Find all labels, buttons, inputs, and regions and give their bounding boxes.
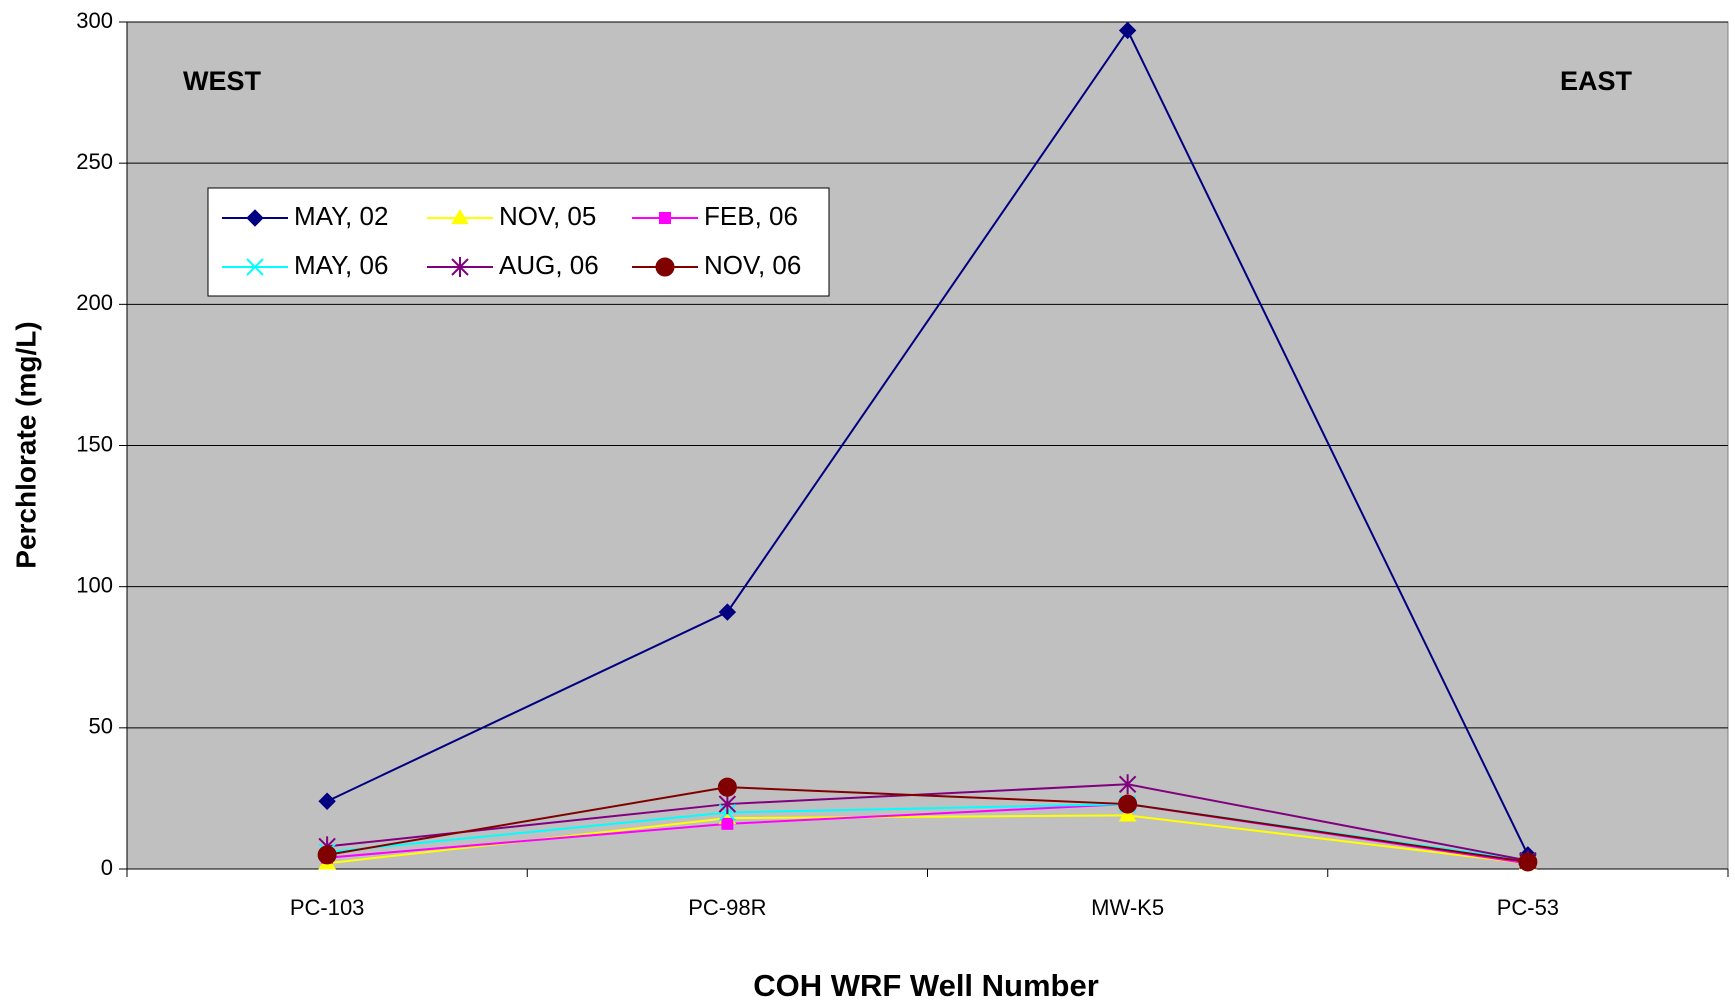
y-axis-title: Perchlorate (mg/L) <box>10 321 41 568</box>
annotation: WEST <box>183 66 262 96</box>
y-tick-label: 100 <box>76 572 113 597</box>
x-axis-title: COH WRF Well Number <box>753 968 1099 1003</box>
series-line <box>326 28 1529 856</box>
y-tick-label: 200 <box>76 290 113 315</box>
marker <box>655 257 675 277</box>
y-tick-label: 300 <box>76 8 113 33</box>
legend-label: AUG, 06 <box>499 250 599 280</box>
x-tick-label: PC-53 <box>1497 895 1559 920</box>
y-tick-label: 150 <box>76 431 113 456</box>
marker <box>659 212 671 224</box>
legend-label: NOV, 06 <box>704 250 801 280</box>
marker <box>317 845 337 865</box>
x-tick-label: MW-K5 <box>1091 895 1164 920</box>
legend-item: MAY, 02 <box>222 201 388 231</box>
x-tick-label: PC-103 <box>290 895 365 920</box>
marker <box>1518 852 1538 872</box>
marker <box>1118 794 1138 814</box>
marker <box>718 603 737 621</box>
legend-item: NOV, 06 <box>632 250 801 280</box>
legend-item: NOV, 05 <box>427 201 596 231</box>
marker <box>318 792 336 810</box>
legend: MAY, 02 NOV, 05 FEB, 06 MAY, 06 AUG, 06 NOV, … <box>207 187 830 297</box>
marker <box>1118 774 1137 795</box>
series-line <box>326 786 1529 863</box>
marker <box>451 209 469 225</box>
annotation: EAST <box>1560 66 1633 96</box>
legend-label: MAY, 02 <box>294 201 388 231</box>
x-tick-label: PC-98R <box>688 895 766 920</box>
legend-item: MAY, 06 <box>222 250 388 280</box>
marker <box>1118 806 1137 822</box>
y-tick-label: 50 <box>89 714 113 739</box>
marker <box>717 777 737 797</box>
marker <box>451 257 469 277</box>
marker <box>721 817 734 830</box>
legend-item: AUG, 06 <box>427 250 599 280</box>
series-line <box>327 783 1529 862</box>
y-tick-label: 250 <box>76 149 113 174</box>
y-tick-label: 0 <box>101 855 113 880</box>
marker <box>246 209 264 227</box>
legend-label: FEB, 06 <box>704 201 798 231</box>
marker <box>1118 21 1137 40</box>
legend-label: NOV, 05 <box>499 201 596 231</box>
legend-label: MAY, 06 <box>294 250 388 280</box>
legend-box <box>207 187 830 297</box>
marker <box>718 794 737 815</box>
legend-item: FEB, 06 <box>632 201 798 231</box>
marker <box>246 258 264 276</box>
